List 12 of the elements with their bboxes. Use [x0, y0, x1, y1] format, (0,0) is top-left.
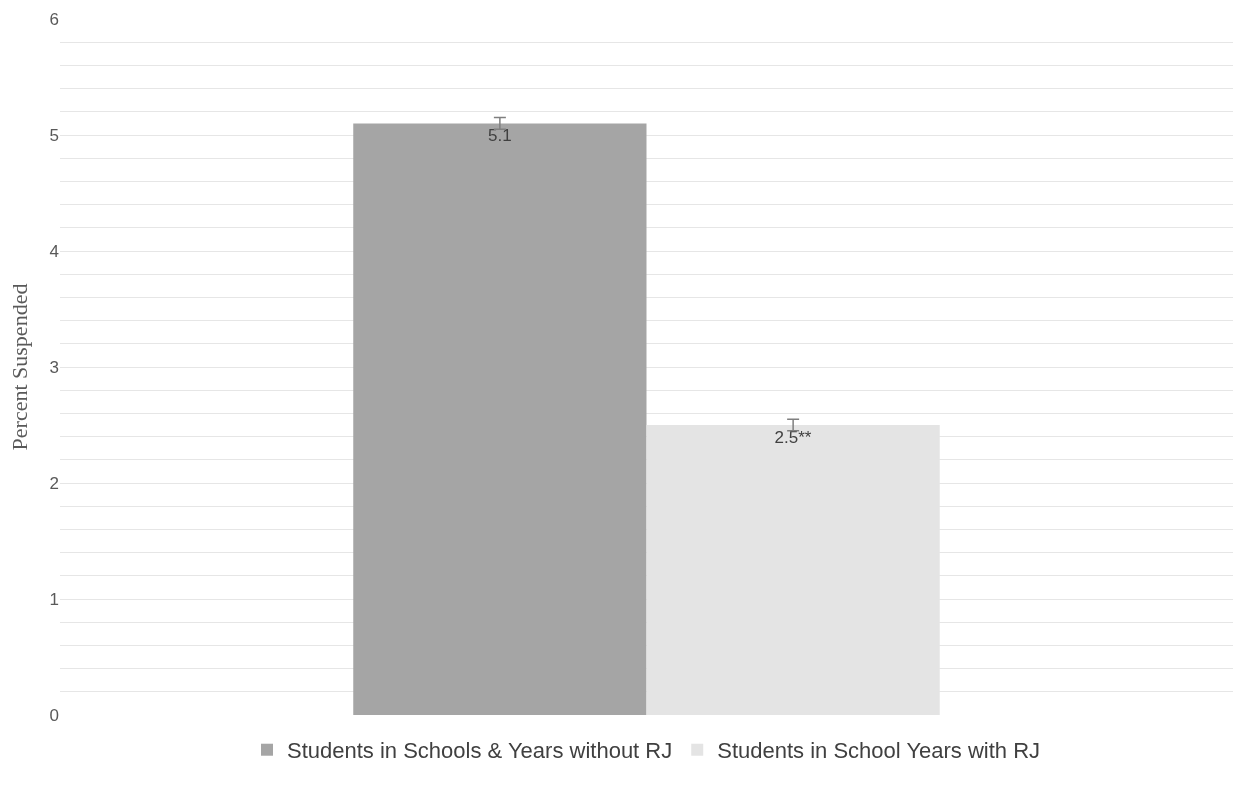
legend-label: Students in School Years with RJ [717, 738, 1041, 764]
y-tick-label: 3 [49, 357, 59, 377]
y-tick-label: 4 [49, 241, 59, 261]
y-tick-label: 6 [49, 9, 59, 29]
y-tick-label: 5 [49, 125, 59, 145]
y-axis-title: Percent Suspended [7, 283, 33, 451]
y-tick-label: 1 [49, 589, 59, 609]
data-label: 2.5** [774, 428, 812, 447]
data-label: 5.1 [488, 126, 512, 146]
y-tick-label: 0 [49, 705, 59, 725]
legend-label: Students in Schools & Years without RJ [287, 738, 673, 764]
y-tick-label: 2 [49, 473, 59, 493]
